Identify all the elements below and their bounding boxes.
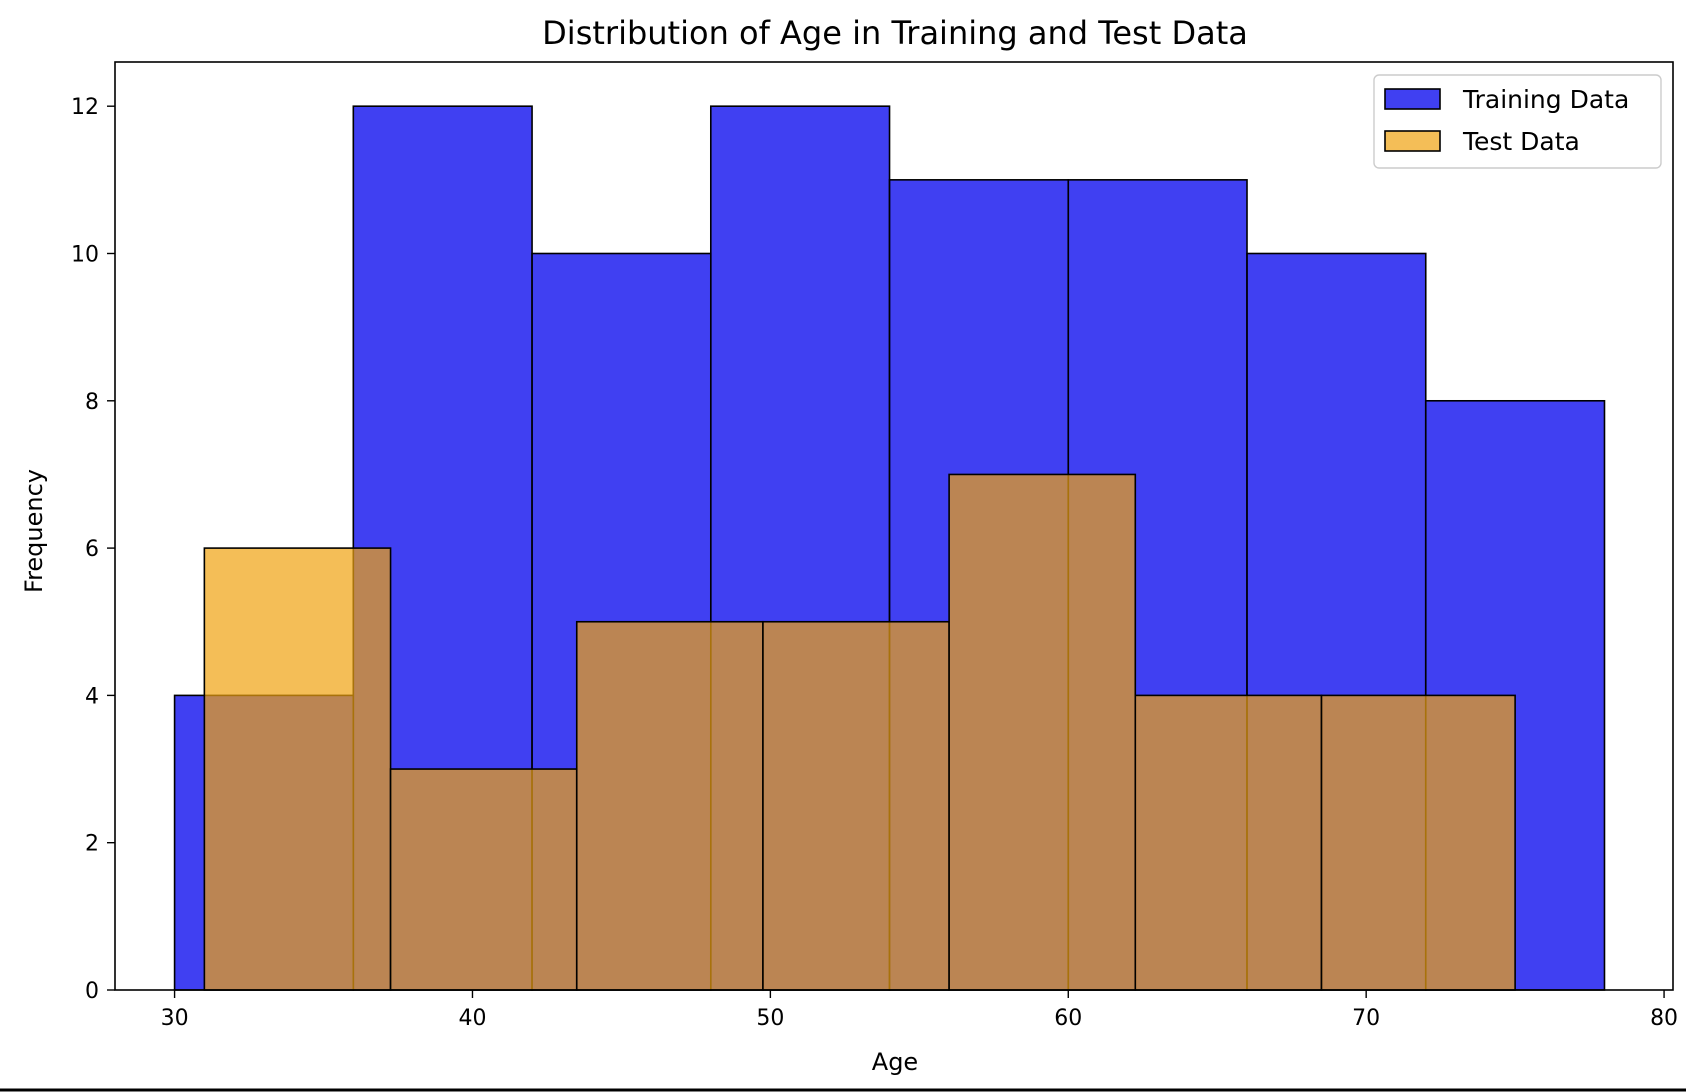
training-legend-label: Training Data bbox=[1462, 85, 1629, 114]
x-tick-label-30: 30 bbox=[161, 1006, 189, 1031]
y-tick-label-6: 6 bbox=[85, 537, 99, 562]
series-test bbox=[203, 473, 1516, 991]
y-axis-label: Frequency bbox=[20, 469, 48, 593]
y-tick-label-0: 0 bbox=[85, 979, 99, 1004]
y-tick-label-12: 12 bbox=[71, 95, 99, 120]
y-tick-label-8: 8 bbox=[85, 390, 99, 415]
x-tick-label-50: 50 bbox=[756, 1006, 784, 1031]
y-tick-label-4: 4 bbox=[85, 684, 99, 709]
y-tick-label-10: 10 bbox=[71, 242, 99, 267]
test-bar-5 bbox=[948, 473, 1137, 991]
x-tick-label-80: 80 bbox=[1650, 1006, 1678, 1031]
y-tick-label-2: 2 bbox=[85, 832, 99, 857]
legend: Training Data Test Data bbox=[1373, 74, 1662, 169]
test-bar-7 bbox=[1320, 694, 1516, 991]
legend-frame bbox=[1373, 74, 1662, 169]
test-legend-swatch bbox=[1384, 130, 1441, 152]
test-bar-4 bbox=[762, 620, 950, 991]
test-bar-3 bbox=[575, 620, 764, 991]
plot-area: 30 40 50 60 70 80 0 2 4 6 8 10 12 bbox=[71, 61, 1678, 1031]
x-tick-label-70: 70 bbox=[1352, 1006, 1380, 1031]
training-legend-swatch bbox=[1384, 88, 1441, 110]
x-tick-label-40: 40 bbox=[458, 1006, 486, 1031]
plot-frame bbox=[114, 61, 1674, 991]
x-axis-label: Age bbox=[872, 1048, 918, 1076]
test-bar-6 bbox=[1134, 694, 1323, 991]
test-bar-2 bbox=[389, 768, 578, 991]
test-bar-1 bbox=[203, 547, 392, 991]
chart-title: Distribution of Age in Training and Test… bbox=[542, 14, 1248, 52]
x-tick-label-60: 60 bbox=[1054, 1006, 1082, 1031]
test-legend-label: Test Data bbox=[1462, 127, 1580, 156]
